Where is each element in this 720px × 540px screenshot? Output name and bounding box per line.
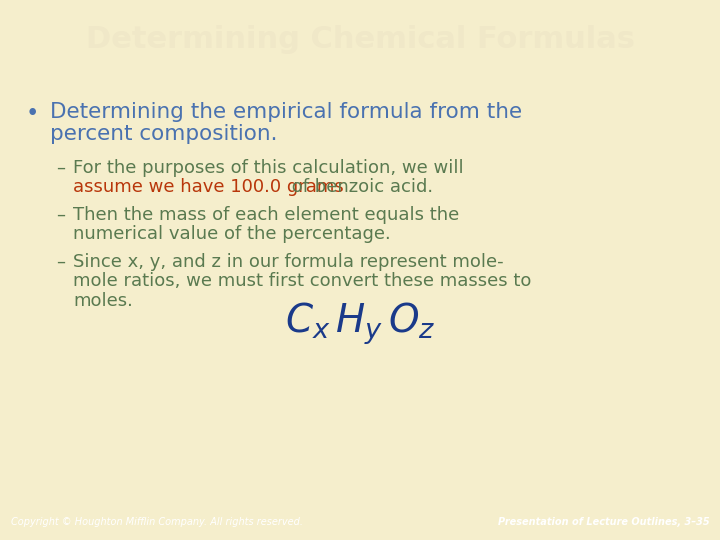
Text: Presentation of Lecture Outlines, 3–35: Presentation of Lecture Outlines, 3–35 bbox=[498, 517, 709, 528]
Text: assume we have 100.0 grams: assume we have 100.0 grams bbox=[73, 178, 343, 197]
Text: •: • bbox=[26, 102, 40, 125]
Text: Since x, y, and z in our formula represent mole-: Since x, y, and z in our formula represe… bbox=[73, 253, 503, 271]
Text: –: – bbox=[56, 253, 65, 271]
Text: of benzoic acid.: of benzoic acid. bbox=[286, 178, 433, 197]
Text: percent composition.: percent composition. bbox=[50, 124, 277, 144]
Text: For the purposes of this calculation, we will: For the purposes of this calculation, we… bbox=[73, 159, 464, 177]
Text: numerical value of the percentage.: numerical value of the percentage. bbox=[73, 225, 391, 244]
Text: moles.: moles. bbox=[73, 292, 133, 310]
Text: mole ratios, we must first convert these masses to: mole ratios, we must first convert these… bbox=[73, 272, 531, 291]
Text: Determining the empirical formula from the: Determining the empirical formula from t… bbox=[50, 102, 522, 122]
Text: $\mathit{C_x\,H_y\,O_z}$: $\mathit{C_x\,H_y\,O_z}$ bbox=[284, 300, 436, 347]
Text: Then the mass of each element equals the: Then the mass of each element equals the bbox=[73, 206, 459, 224]
Text: –: – bbox=[56, 206, 65, 224]
Text: –: – bbox=[56, 159, 65, 177]
Text: Determining Chemical Formulas: Determining Chemical Formulas bbox=[86, 25, 634, 55]
Text: Copyright © Houghton Mifflin Company. All rights reserved.: Copyright © Houghton Mifflin Company. Al… bbox=[11, 517, 303, 528]
